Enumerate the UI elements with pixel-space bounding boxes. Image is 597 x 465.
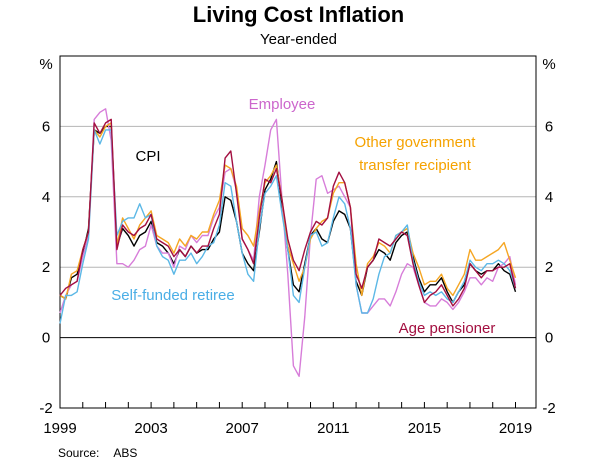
- series-label-cpi: CPI: [135, 148, 160, 165]
- source-value: ABS: [113, 446, 138, 460]
- x-tick-label: 2019: [499, 420, 532, 437]
- source-label: Source:: [58, 446, 100, 460]
- y-tick-label-right: -2: [542, 400, 555, 417]
- y-unit-left: %: [39, 56, 52, 73]
- axis-ticks: -2 -2 0 0 2 2 4 4 6 6 1999 2003 2007 2011 2015 2019: [39, 118, 555, 437]
- chart-subtitle: Year-ended: [259, 31, 337, 48]
- series-label-employee: Employee: [249, 96, 316, 113]
- y-tick-label-left: 6: [42, 118, 50, 135]
- series-label-transfer-recipient: transfer recipient: [359, 157, 472, 174]
- series-label-age-pensioner: Age pensioner: [399, 320, 496, 337]
- gridlines: [60, 125, 536, 339]
- x-tick-label: 2007: [226, 420, 259, 437]
- series-line-self-funded-retiree: [59, 129, 517, 324]
- y-tick-label-left: 2: [42, 259, 50, 276]
- y-tick-label-right: 6: [545, 118, 553, 135]
- y-unit-right: %: [542, 56, 555, 73]
- series-label-self-funded-retiree: Self-funded retiree: [111, 287, 234, 304]
- series-line-age-pensioner: [59, 118, 517, 307]
- x-tick-label: 2015: [408, 420, 441, 437]
- x-tick-label: 1999: [43, 420, 76, 437]
- series-lines: [59, 108, 517, 377]
- y-tick-label-left: -2: [39, 400, 52, 417]
- y-tick-label-left: 4: [42, 189, 50, 206]
- y-tick-label-right: 0: [545, 330, 553, 347]
- chart-title: Living Cost Inflation: [192, 2, 405, 27]
- y-tick-label-right: 2: [545, 259, 553, 276]
- x-tick-label: 2003: [134, 420, 167, 437]
- series-labels: Employee CPI Other government transfer reci…: [111, 96, 495, 337]
- series-label-other-government: Other government: [355, 134, 477, 151]
- y-tick-label-left: 0: [42, 330, 50, 347]
- source-note: Source: ABS: [58, 446, 151, 460]
- series-line-employee: [59, 108, 517, 377]
- plot-frame: [59, 55, 537, 409]
- x-tick-label: 2011: [317, 420, 349, 437]
- y-tick-label-right: 4: [545, 189, 553, 206]
